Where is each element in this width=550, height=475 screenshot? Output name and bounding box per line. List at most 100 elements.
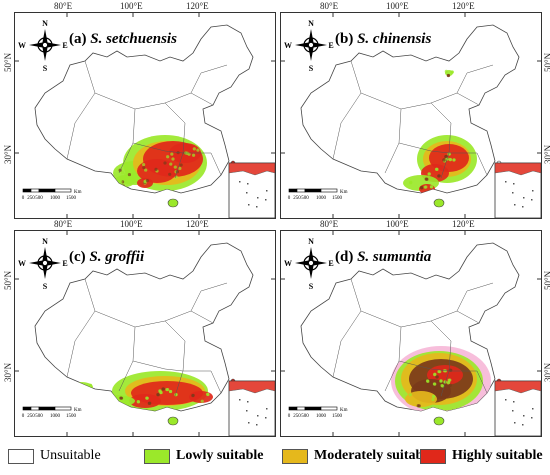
longitude-tick: 120°E bbox=[452, 1, 475, 11]
legend-label-unsuitable: Unsuitable bbox=[40, 448, 101, 463]
suitability-speckle bbox=[192, 147, 196, 151]
inset-island-dot bbox=[248, 204, 250, 206]
scale-value: 500 bbox=[35, 414, 43, 419]
suitability-speckle bbox=[77, 389, 81, 393]
province-boundary bbox=[66, 92, 96, 160]
inset-island-dot bbox=[531, 417, 533, 419]
suitability-speckle bbox=[131, 172, 135, 176]
inset-island-dot bbox=[248, 422, 250, 424]
inset-island-dot bbox=[514, 204, 516, 206]
scale-value: 500 bbox=[301, 196, 309, 201]
suitability-area-high bbox=[129, 394, 161, 408]
compass-rose-icon bbox=[295, 29, 327, 61]
province-boundary bbox=[190, 64, 228, 94]
suitability-speckle bbox=[145, 396, 149, 400]
suitability-speckle bbox=[437, 369, 441, 374]
scale-value: 500 bbox=[301, 414, 309, 419]
province-boundary bbox=[456, 64, 494, 94]
inset-island-dot bbox=[512, 192, 514, 194]
inset-island-dot bbox=[513, 401, 515, 403]
longitude-tick: 80°E bbox=[54, 1, 73, 11]
inset-coastline bbox=[228, 380, 275, 394]
suitability-speckle bbox=[171, 157, 175, 161]
suitability-speckle bbox=[136, 400, 141, 404]
scale-value: 250 bbox=[293, 414, 301, 419]
suitability-speckle bbox=[427, 172, 431, 176]
inset-coastline bbox=[228, 162, 275, 176]
suitability-speckle bbox=[196, 148, 200, 152]
suitability-speckle bbox=[415, 386, 420, 390]
province-boundary bbox=[164, 320, 186, 397]
suitability-speckle bbox=[442, 158, 446, 162]
inset-island-dot bbox=[265, 417, 267, 419]
legend-swatch-highly bbox=[420, 448, 446, 464]
suitability-speckle bbox=[424, 185, 428, 189]
suitability-speckle bbox=[102, 398, 106, 403]
inset-coastline bbox=[494, 162, 541, 176]
inset-island-dot bbox=[256, 424, 258, 426]
suitability-speckle bbox=[431, 394, 436, 398]
inset-island-dot bbox=[247, 401, 249, 403]
province-boundary bbox=[398, 360, 450, 372]
inset-island-dot bbox=[239, 181, 241, 183]
scale-unit: Km bbox=[340, 190, 348, 195]
province-boundary bbox=[164, 102, 186, 179]
province-boundary bbox=[84, 60, 166, 110]
suitability-speckle bbox=[444, 154, 448, 159]
compass-label-s: S bbox=[309, 282, 314, 291]
inset-island-dot bbox=[505, 181, 507, 183]
latitude-tick: 30°N bbox=[543, 362, 550, 382]
suitability-speckle bbox=[154, 167, 158, 171]
longitude-tick: 80°E bbox=[320, 1, 339, 11]
suitability-speckle bbox=[142, 162, 146, 167]
suitability-area-low bbox=[95, 395, 135, 407]
suitability-speckle bbox=[446, 73, 451, 78]
inset-island-dot bbox=[239, 399, 241, 401]
legend-unsuitable: Unsuitable bbox=[8, 448, 101, 464]
latitude-tick: 50°N bbox=[543, 52, 550, 72]
suitability-speckle bbox=[148, 401, 152, 405]
suitability-speckle bbox=[101, 399, 106, 403]
legend-swatch-unsuitable bbox=[8, 448, 34, 464]
legend-label-highly: Highly suitable bbox=[452, 448, 543, 463]
legend-swatch-moderately bbox=[282, 448, 308, 464]
longitude-tick: 100°E bbox=[120, 219, 143, 229]
province-boundary bbox=[332, 310, 362, 378]
suitability-speckle bbox=[191, 153, 196, 157]
suitability-speckle bbox=[191, 394, 195, 398]
compass-label-s: S bbox=[309, 64, 314, 73]
province-boundary bbox=[66, 310, 96, 378]
panel-title-b: (b) S. chinensis bbox=[335, 31, 431, 48]
inset-island-dot bbox=[257, 415, 259, 417]
compass-rose-icon bbox=[29, 247, 61, 279]
scale-value: 1000 bbox=[316, 196, 327, 201]
inset-island-dot bbox=[532, 190, 534, 192]
inset-island-dot bbox=[531, 199, 533, 201]
scale-value: 250 bbox=[27, 414, 35, 419]
compass-rose-icon bbox=[295, 247, 327, 279]
panel-title-a: (a) S. setchuensis bbox=[69, 31, 177, 48]
province-boundary bbox=[84, 278, 166, 328]
suitability-speckle bbox=[435, 375, 439, 379]
compass-rose-icon bbox=[29, 29, 61, 61]
inset-island-dot bbox=[246, 410, 248, 412]
province-boundary bbox=[183, 152, 222, 176]
latitude-tick: 50°N bbox=[3, 270, 13, 290]
inset-island-dot bbox=[256, 206, 258, 208]
panel-title-d: (d) S. sumuntia bbox=[335, 249, 431, 266]
suitability-speckle bbox=[169, 389, 173, 394]
suitability-speckle bbox=[408, 393, 412, 397]
legend-label-moderately: Moderately suitable bbox=[314, 448, 434, 463]
hainan-island bbox=[433, 416, 445, 426]
suitability-speckle bbox=[173, 165, 177, 169]
longitude-tick: 120°E bbox=[186, 1, 209, 11]
suitability-speckle bbox=[448, 157, 452, 162]
latitude-tick: 30°N bbox=[3, 144, 13, 164]
suitability-speckle bbox=[419, 186, 424, 190]
compass-label-w: W bbox=[284, 41, 292, 50]
species-name: S. sumuntia bbox=[357, 249, 432, 265]
province-boundary bbox=[132, 142, 184, 154]
